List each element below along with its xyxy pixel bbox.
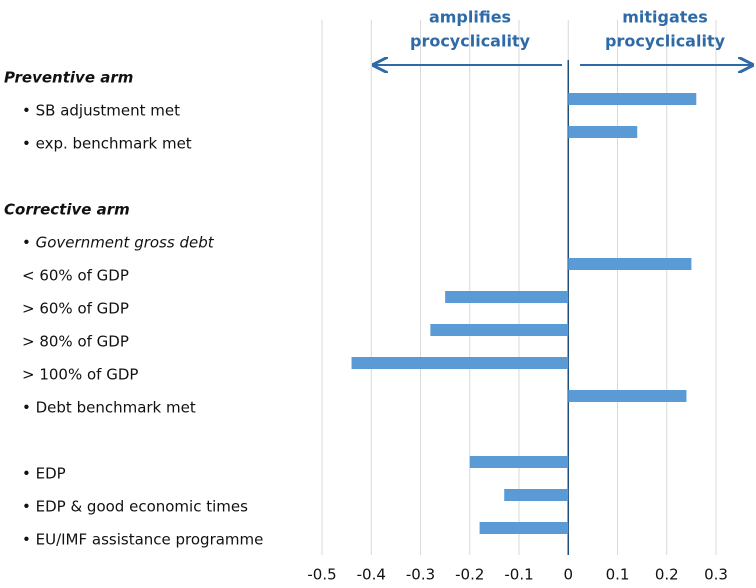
y-tick-label: • EDP bbox=[22, 465, 66, 483]
bar bbox=[351, 357, 569, 369]
x-tick-label: -0.3 bbox=[406, 566, 435, 584]
bar bbox=[430, 324, 569, 336]
y-tick-label: > 100% of GDP bbox=[22, 366, 138, 384]
y-tick-label: • EU/IMF assistance programme bbox=[22, 531, 263, 549]
bar bbox=[568, 93, 697, 105]
annotation: amplifies bbox=[429, 8, 511, 27]
y-tick-label: • Government gross debt bbox=[22, 234, 215, 252]
bar bbox=[504, 489, 569, 501]
y-tick-label: • Debt benchmark met bbox=[22, 399, 196, 417]
y-tick-label: > 80% of GDP bbox=[22, 333, 129, 351]
annotation: mitigates bbox=[622, 8, 708, 27]
y-tick-label: • exp. benchmark met bbox=[22, 135, 192, 153]
y-tick-label: > 60% of GDP bbox=[22, 300, 129, 318]
x-tick-label: 0.1 bbox=[606, 566, 630, 584]
bar bbox=[568, 258, 692, 270]
x-tick-label: -0.4 bbox=[357, 566, 386, 584]
y-tick-label: • SB adjustment met bbox=[22, 102, 180, 120]
y-tick-label: Corrective arm bbox=[4, 201, 130, 219]
y-tick-label: Preventive arm bbox=[4, 69, 133, 87]
x-tick-label: 0 bbox=[563, 566, 573, 584]
annotation: procyclicality bbox=[410, 32, 531, 51]
x-tick-label: 0.3 bbox=[704, 566, 728, 584]
x-tick-label: -0.2 bbox=[455, 566, 484, 584]
y-tick-label: < 60% of GDP bbox=[22, 267, 129, 285]
bar bbox=[445, 291, 569, 303]
annotation: procyclicality bbox=[605, 32, 726, 51]
bar bbox=[479, 522, 569, 534]
x-tick-label: -0.5 bbox=[307, 566, 336, 584]
x-tick-label: 0.2 bbox=[655, 566, 679, 584]
bar bbox=[568, 126, 638, 138]
x-tick-label: -0.1 bbox=[504, 566, 533, 584]
bar bbox=[469, 456, 569, 468]
y-tick-label: • EDP & good economic times bbox=[22, 498, 248, 516]
bar bbox=[568, 390, 687, 402]
